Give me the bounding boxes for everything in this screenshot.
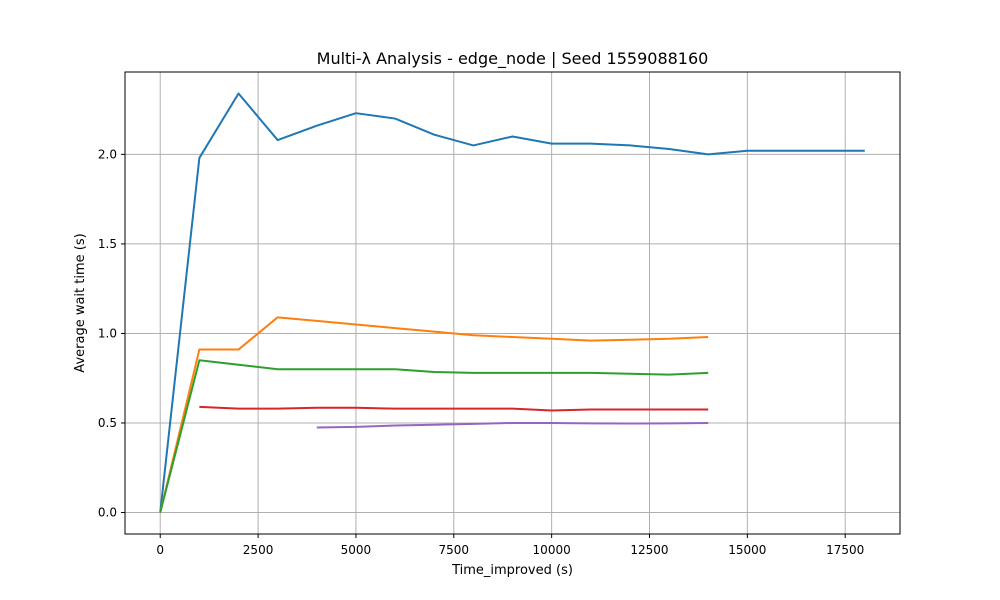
grid	[125, 72, 900, 534]
series-line-1	[159, 92, 865, 513]
series-lines	[159, 92, 865, 513]
chart-title: Multi-λ Analysis - edge_node | Seed 1559…	[317, 49, 709, 69]
y-tick-label: 2.0	[98, 147, 117, 161]
x-axis-label: Time_improved (s)	[451, 563, 573, 578]
x-tick-label: 17500	[826, 543, 864, 557]
series-line-2	[159, 316, 709, 513]
x-tick-label: 7500	[439, 543, 470, 557]
x-tick-label: 2500	[243, 543, 274, 557]
x-tick-label: 12500	[630, 543, 668, 557]
plot-frame	[124, 71, 901, 535]
y-tick-label: 1.5	[98, 237, 117, 251]
x-tick-label: 15000	[728, 543, 766, 557]
series-line-5	[316, 421, 709, 429]
x-tick-label: 5000	[341, 543, 372, 557]
y-tick-label: 0.0	[98, 506, 117, 520]
axis-ticks: 0 2500 5000 7500 10000 12500 15000 17500 0.0 0.5 1…	[98, 147, 864, 557]
y-tick-label: 0.5	[98, 416, 117, 430]
series-line-3	[159, 359, 709, 513]
y-axis-label: Average wait time (s)	[73, 233, 88, 372]
y-tick-label: 1.0	[98, 326, 117, 340]
series-line-4	[199, 405, 709, 412]
x-tick-label: 10000	[533, 543, 571, 557]
x-tick-label: 0	[156, 543, 164, 557]
